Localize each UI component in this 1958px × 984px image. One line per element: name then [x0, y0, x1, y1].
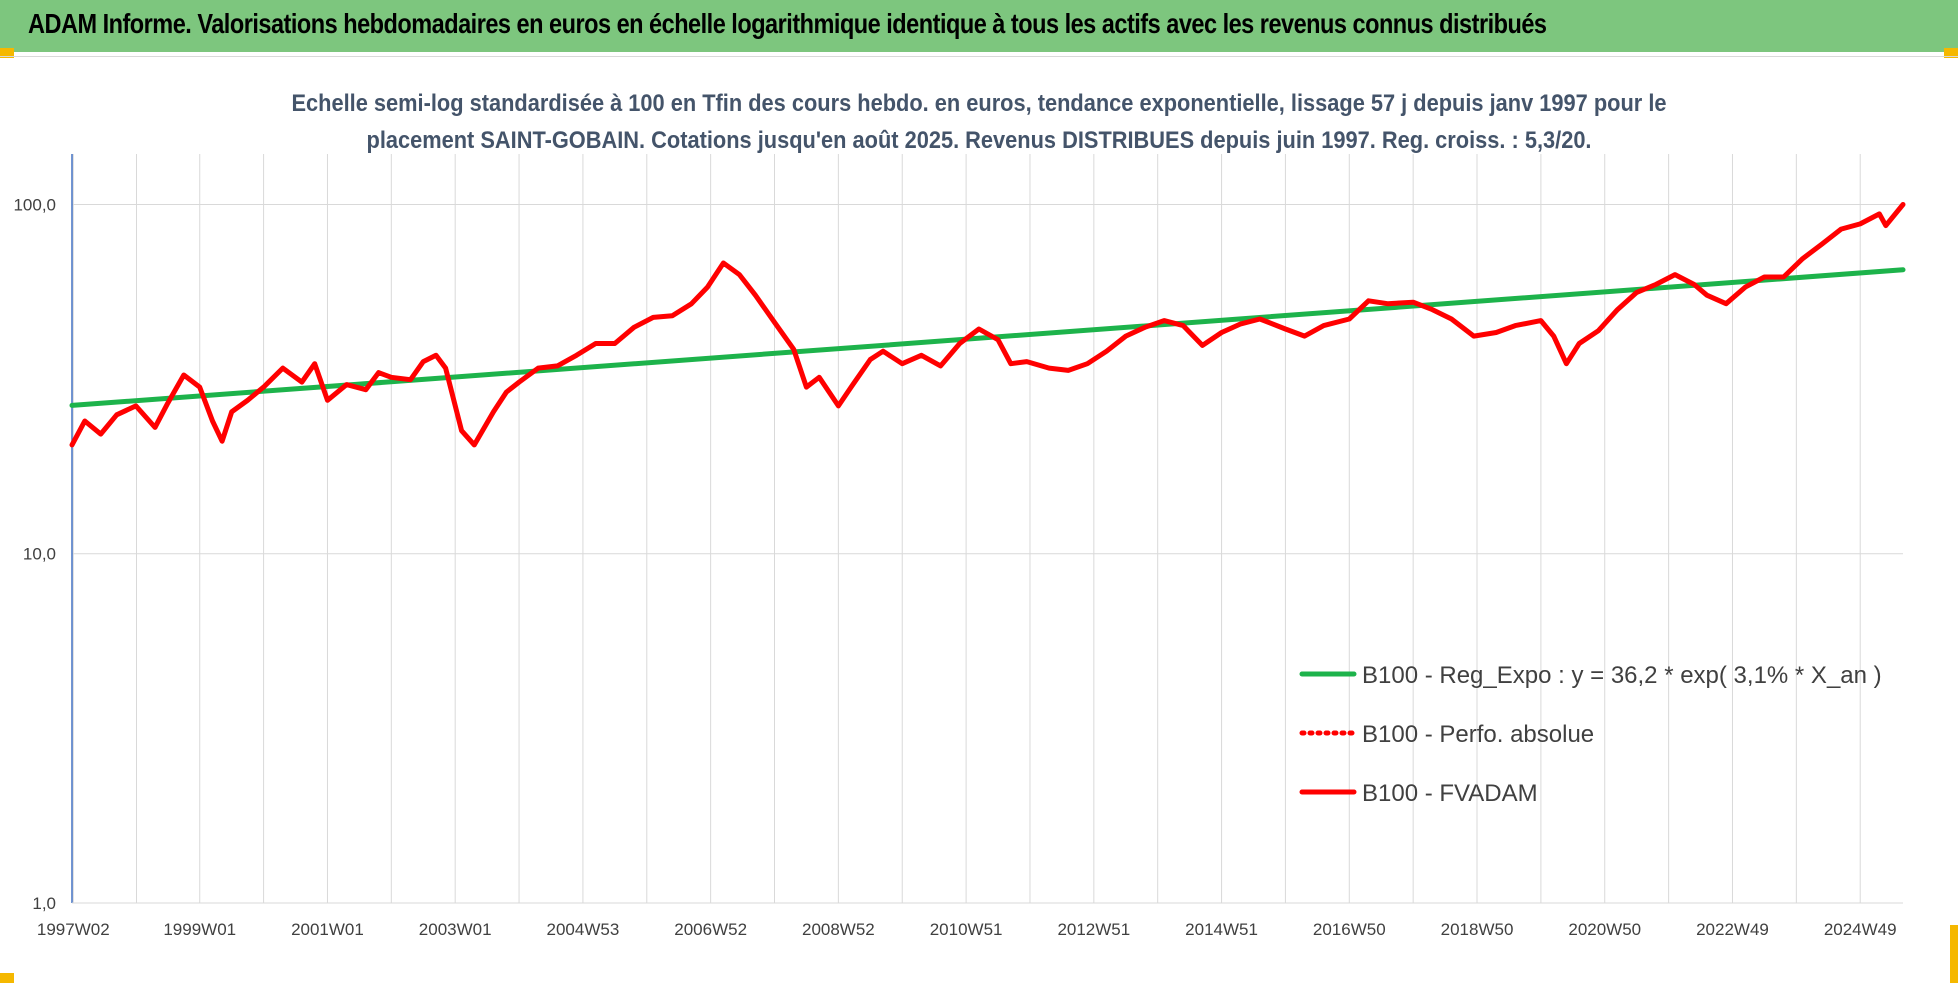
x-tick-label: 2004W53 — [547, 920, 620, 939]
line-chart: Echelle semi-log standardisée à 100 en T… — [13, 90, 1906, 939]
legend: B100 - Reg_Expo : y = 36,2 * exp( 3,1% *… — [1299, 662, 1882, 807]
x-tick-label: 2012W51 — [1057, 920, 1130, 939]
x-tick-label: 2008W52 — [802, 920, 875, 939]
x-tick-label: 2018W50 — [1441, 920, 1514, 939]
y-tick-label: 1,0 — [32, 894, 56, 913]
x-tick-label: 2001W01 — [291, 920, 364, 939]
corner-marker-bottom-right — [1950, 925, 1958, 983]
chart-area: Echelle semi-log standardisée à 100 en T… — [0, 56, 1958, 984]
title-banner: ADAM Informe. Valorisations hebdomadaire… — [0, 0, 1958, 52]
corner-marker-top-left — [0, 48, 14, 58]
x-tick-label: 2003W01 — [419, 920, 492, 939]
series-line-3 — [69, 202, 1906, 448]
x-tick-label: 2024W49 — [1824, 920, 1897, 939]
chart-subtitle-line-2: placement SAINT-GOBAIN. Cotations jusqu'… — [367, 127, 1592, 154]
grid-lines — [72, 154, 1903, 904]
legend-label-3: B100 - FVADAM — [1362, 780, 1538, 807]
legend-label-2: B100 - Perfo. absolue — [1362, 721, 1594, 748]
x-tick-label: 2016W50 — [1313, 920, 1386, 939]
series-layer — [69, 202, 1906, 448]
x-tick-label: 2010W51 — [930, 920, 1003, 939]
corner-marker-bottom-left — [0, 973, 14, 983]
x-tick-label: 1997W02 — [37, 920, 110, 939]
report-title: ADAM Informe. Valorisations hebdomadaire… — [28, 8, 1547, 39]
corner-marker-top-right — [1944, 48, 1958, 58]
series-line-1 — [69, 267, 1906, 408]
y-tick-label: 10,0 — [23, 545, 56, 564]
axes: 1,0 10,0 100,0 1997W02 1999W01 2001W01 2003W01… — [13, 154, 1903, 939]
y-tick-label: 100,0 — [13, 195, 56, 214]
chart-subtitle-line-1: Echelle semi-log standardisée à 100 en T… — [292, 90, 1667, 117]
legend-label-1: B100 - Reg_Expo : y = 36,2 * exp( 3,1% *… — [1362, 662, 1882, 689]
x-tick-label: 2006W52 — [674, 920, 747, 939]
x-tick-label: 1999W01 — [163, 920, 236, 939]
x-tick-label: 2020W50 — [1568, 920, 1641, 939]
x-tick-label: 2014W51 — [1185, 920, 1258, 939]
x-tick-label: 2022W49 — [1696, 920, 1769, 939]
